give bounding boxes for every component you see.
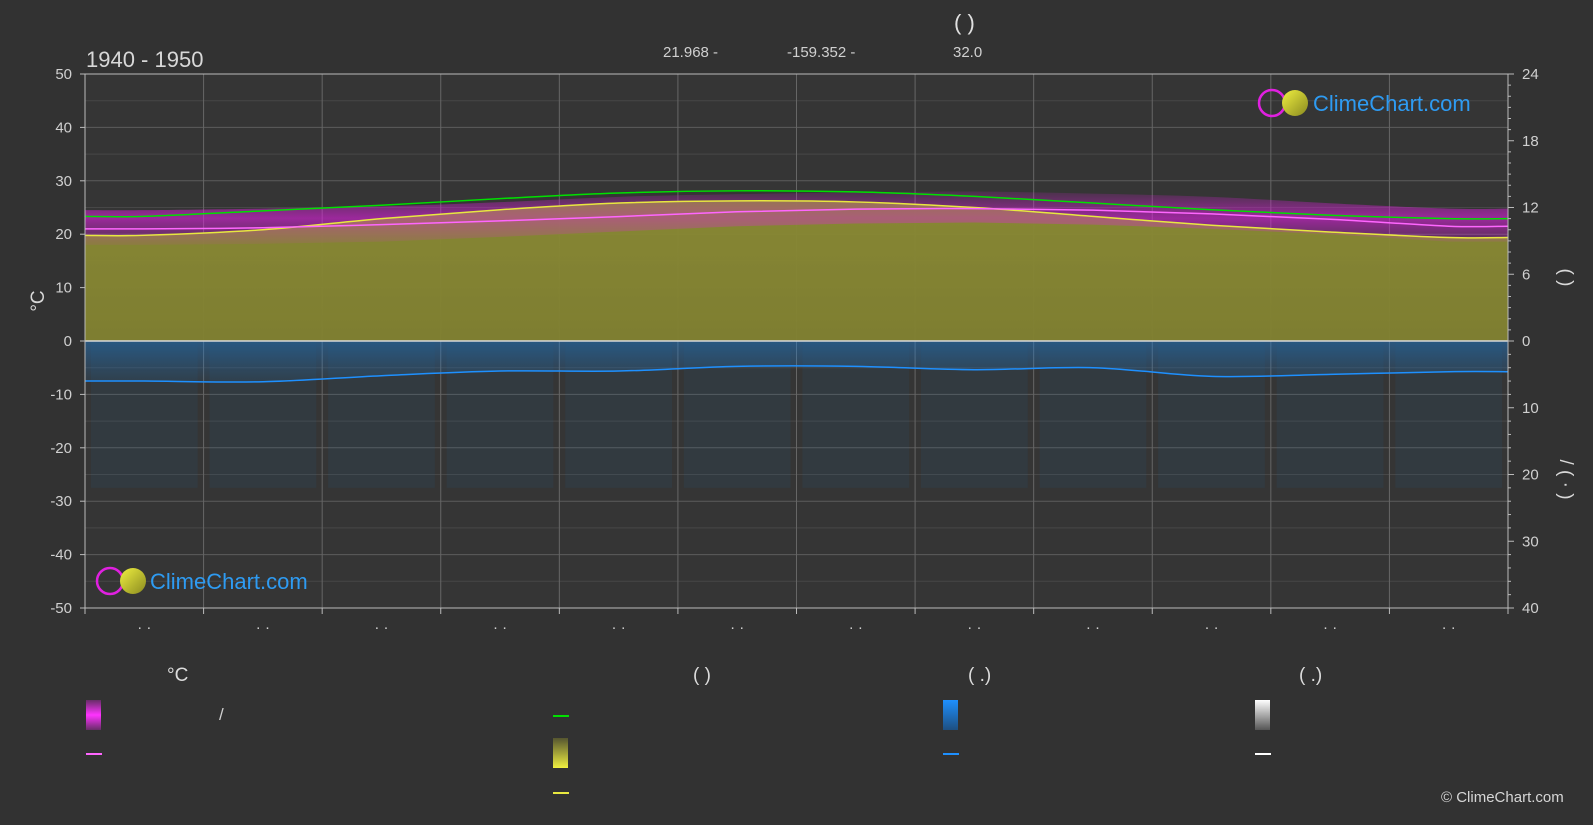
legend-snow-line-swatch: [1255, 753, 1271, 755]
tick-label-right-bottom: 10: [1522, 400, 1539, 417]
legend-temp-range-label: /: [219, 705, 224, 724]
chart-title: ( ): [954, 10, 975, 35]
temp-range-band: [85, 191, 1508, 245]
precipitation-shade: [565, 341, 672, 488]
legend-snow-head: ( .): [1299, 665, 1323, 686]
longitude-label: -159.352 -: [787, 44, 856, 61]
legend-daylight-swatch: [553, 715, 569, 717]
tick-label-right-bottom: 20: [1522, 467, 1539, 484]
copyright: © ClimeChart.com: [1441, 789, 1564, 806]
tick-label-left: -40: [50, 547, 72, 564]
month-tick-label: · ·: [612, 619, 626, 636]
legend-temp-mean-swatch: [86, 753, 102, 755]
tick-label-left: -50: [50, 600, 72, 617]
brand-logo-top: ClimeChart.com: [1257, 88, 1471, 118]
axis-label-left: °C: [28, 290, 49, 311]
tick-label-right-top: 24: [1522, 66, 1539, 83]
brand-name-bottom: ClimeChart.com: [150, 569, 308, 594]
tick-label-right-bottom: 40: [1522, 600, 1539, 617]
tick-label-right-top: 12: [1522, 200, 1539, 217]
legend-sun-head: ( ): [693, 665, 711, 686]
tick-label-left: -30: [50, 493, 72, 510]
month-tick-label: · ·: [730, 619, 744, 636]
precipitation-shade: [209, 341, 317, 488]
elevation-label: 32.0: [953, 44, 983, 61]
chart-areas: [85, 191, 1508, 488]
tick-label-right-top: 18: [1522, 133, 1539, 150]
precipitation-shade: [1039, 341, 1147, 488]
month-tick-label: · ·: [1086, 619, 1100, 636]
tick-label-right-top: 6: [1522, 266, 1530, 283]
tick-label-left: 40: [55, 119, 72, 136]
tick-label-left: -20: [50, 440, 72, 457]
precipitation-shade: [328, 341, 435, 488]
precipitation-shade: [1158, 341, 1265, 488]
legend-sunshine-line-swatch: [553, 792, 569, 794]
tick-label-left: -10: [50, 386, 72, 403]
temp-mean-line: [84, 207, 1509, 230]
daylight-line: [84, 190, 1509, 220]
month-tick-label: · ·: [493, 619, 507, 636]
legend-temp-range-swatch: [86, 700, 101, 730]
precipitation-shade: [802, 341, 910, 488]
period-label: 1940 - 1950: [86, 47, 204, 72]
legend-sunshine-swatch: [553, 738, 568, 768]
month-tick-label: · ·: [1323, 619, 1337, 636]
logo-sun-icon: [120, 568, 146, 594]
legend-snow-swatch: [1255, 700, 1270, 730]
month-tick-label: · ·: [1204, 619, 1218, 636]
month-tick-label: · ·: [374, 619, 388, 636]
tick-label-right-bottom: 30: [1522, 533, 1539, 550]
month-tick-label: · ·: [967, 619, 981, 636]
precipitation-line: [84, 365, 1509, 383]
precipitation-shade: [1395, 341, 1503, 488]
latitude-label: 21.968 -: [663, 44, 719, 61]
month-tick-label: · ·: [1442, 619, 1456, 636]
tick-label-right-top: 0: [1522, 333, 1530, 350]
brand-logo-bottom: ClimeChart.com: [95, 566, 308, 596]
month-tick-label: · ·: [137, 619, 151, 636]
legend-precip-swatch: [943, 700, 958, 730]
precipitation-shade: [90, 341, 198, 488]
brand-name-top: ClimeChart.com: [1313, 91, 1471, 116]
sunshine-overlay: [85, 200, 1508, 341]
axis-label-right-top: ( ): [1555, 269, 1576, 287]
tick-label-left: 10: [55, 280, 72, 297]
chart-axes: 50 40 30 20 10 0 -10 -20 -30 -40 -50 °C 24 18 12 6 0 10 20…: [28, 66, 1576, 636]
legend-temp-head: °C: [167, 665, 189, 686]
precipitation-shade: [921, 341, 1028, 488]
precipitation-shade: [1276, 341, 1384, 488]
precipitation-shade: [683, 341, 791, 488]
month-tick-label: · ·: [849, 619, 863, 636]
tick-label-left: 0: [64, 333, 72, 350]
precipitation-shade: [446, 341, 554, 488]
logo-sun-icon: [1282, 90, 1308, 116]
tick-label-left: 30: [55, 173, 72, 190]
tick-label-left: 50: [55, 66, 72, 83]
tick-label-left: 20: [55, 226, 72, 243]
legend-precip-line-swatch: [943, 753, 959, 755]
month-tick-label: · ·: [256, 619, 270, 636]
chart-lines: [84, 190, 1509, 383]
axis-label-right-bottom: / ( · ): [1555, 459, 1576, 499]
legend-precip-head: ( .): [968, 665, 992, 686]
